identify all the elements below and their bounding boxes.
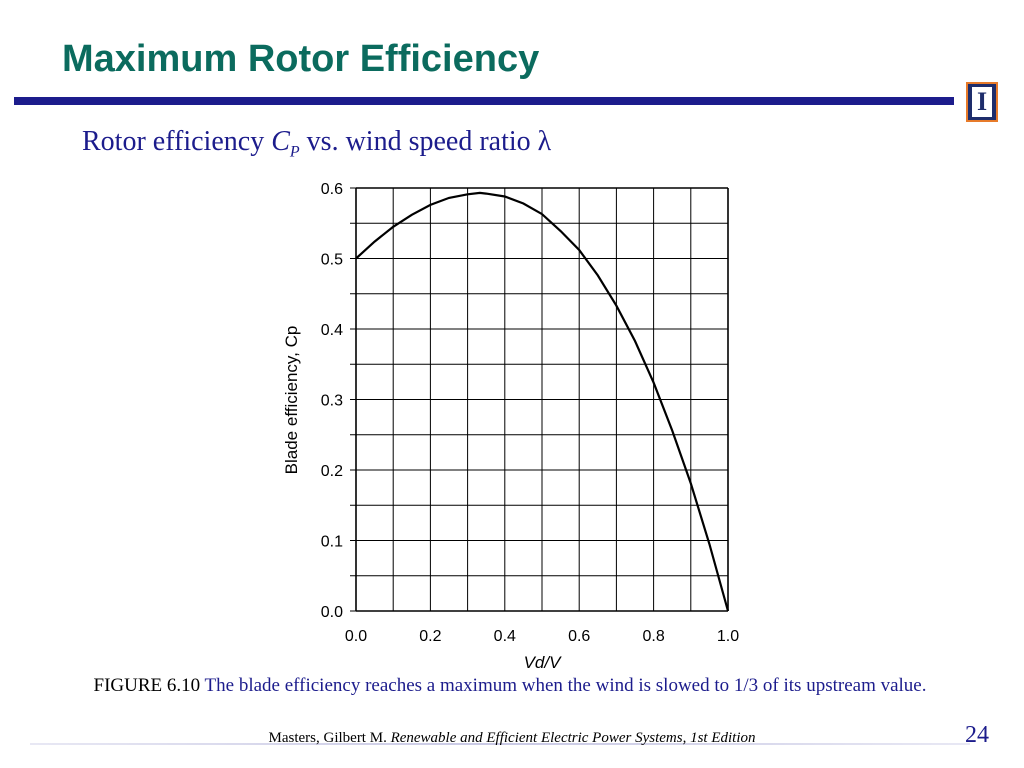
x-tick-label: 0.6 bbox=[568, 628, 590, 645]
logo-inner: I bbox=[972, 87, 992, 117]
subtitle-symbol: C bbox=[271, 126, 290, 157]
subtitle-tail: vs. wind speed ratio λ bbox=[299, 126, 552, 157]
subtitle-lead: Rotor efficiency bbox=[82, 126, 272, 157]
y-tick-label: 0.3 bbox=[321, 393, 343, 410]
x-tick-label: 0.4 bbox=[494, 628, 516, 645]
y-tick-label: 0.5 bbox=[321, 252, 343, 269]
chart-grid bbox=[350, 187, 729, 612]
efficiency-curve bbox=[355, 191, 730, 612]
citation-authors: Masters, Gilbert M. bbox=[268, 730, 391, 746]
footer-line bbox=[30, 743, 970, 745]
x-axis-label: Vd/V bbox=[524, 653, 563, 672]
logo-letter: I bbox=[976, 87, 988, 116]
subtitle-subscript: P bbox=[289, 143, 300, 161]
y-tick-label: 0.4 bbox=[321, 322, 343, 339]
slide-subtitle: Rotor efficiency CP vs. wind speed ratio… bbox=[82, 126, 551, 162]
caption-text: The blade efficiency reaches a maximum w… bbox=[200, 675, 927, 696]
figure-caption: FIGURE 6.10 The blade efficiency reaches… bbox=[60, 672, 960, 699]
title-rule bbox=[14, 97, 954, 105]
efficiency-chart: 0.0 0.2 0.4 0.6 0.8 1.00.00.10.20.30.40.50.6 … bbox=[282, 181, 739, 672]
y-tick-label: 0.2 bbox=[321, 463, 343, 480]
x-tick-label: 1.0 bbox=[717, 628, 739, 645]
citation: Masters, Gilbert M. Renewable and Effici… bbox=[0, 730, 1024, 747]
slide-title: Maximum Rotor Efficiency bbox=[62, 38, 540, 80]
y-tick-label: 0.0 bbox=[321, 604, 343, 621]
university-logo: I bbox=[966, 82, 998, 122]
y-axis-label: Blade efficiency, Cp bbox=[282, 326, 301, 475]
y-tick-label: 0.1 bbox=[321, 534, 343, 551]
y-tick-label: 0.6 bbox=[321, 181, 343, 198]
x-tick-label: 0.0 bbox=[345, 628, 367, 645]
chart-ticks: 0.0 0.2 0.4 0.6 0.8 1.0 0.0 0.1 0.2 0.3 0.4 0.5 0.6 bbox=[321, 181, 739, 645]
x-tick-label: 0.2 bbox=[419, 628, 441, 645]
x-tick-label: 0.8 bbox=[642, 628, 664, 645]
citation-book: Renewable and Efficient Electric Power S… bbox=[390, 730, 756, 746]
caption-label: FIGURE 6.10 bbox=[93, 675, 201, 696]
page-number: 24 bbox=[965, 722, 989, 748]
